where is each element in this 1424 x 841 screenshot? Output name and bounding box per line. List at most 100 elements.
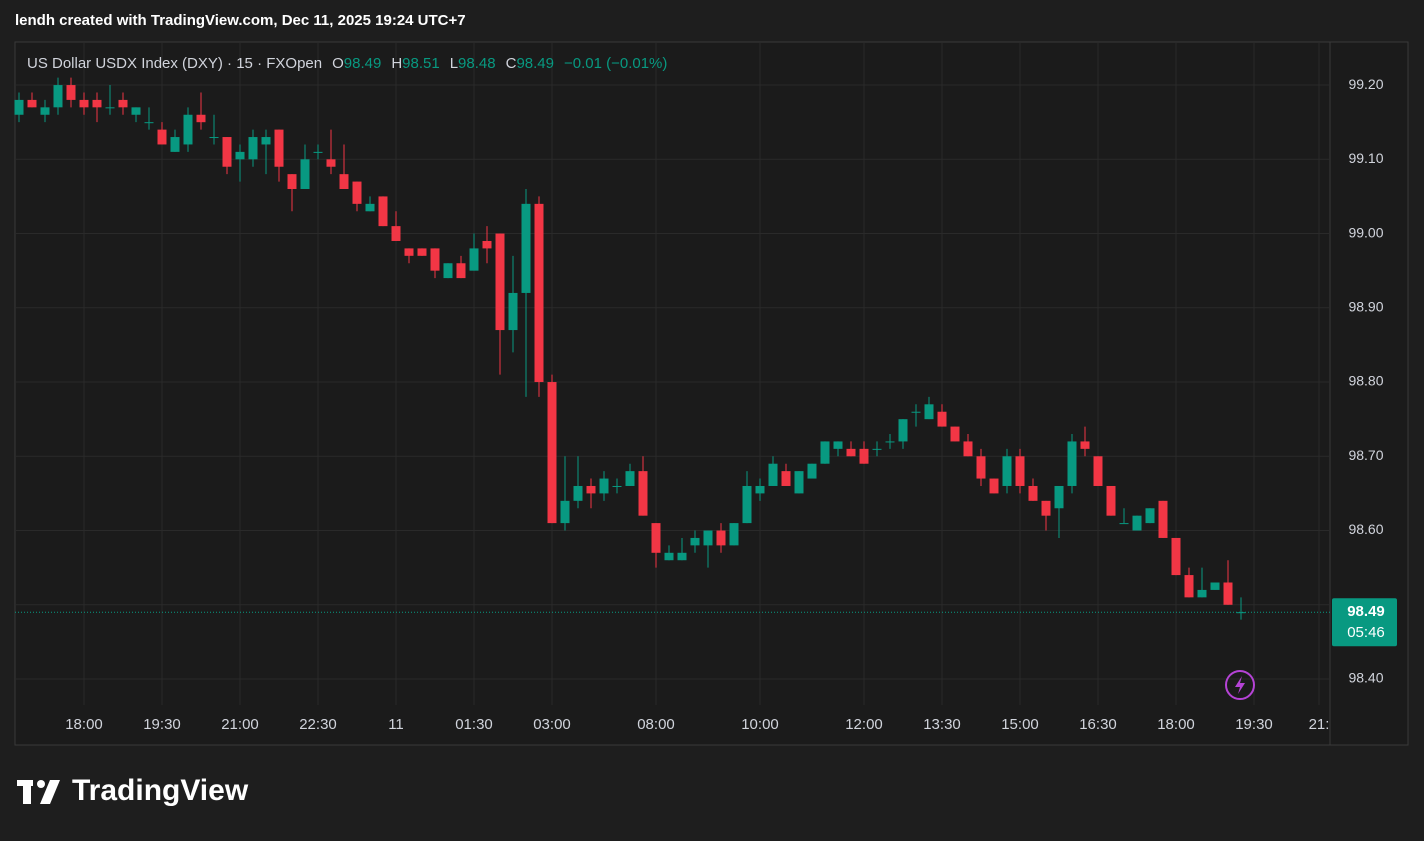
candle-body bbox=[794, 471, 804, 494]
ohlc-key: H bbox=[391, 55, 402, 72]
candle-body bbox=[40, 107, 50, 115]
candle-body bbox=[807, 463, 817, 479]
candle-body bbox=[924, 404, 934, 420]
candle-body bbox=[1184, 575, 1194, 598]
x-tick-label: 03:00 bbox=[533, 716, 571, 733]
candle-body bbox=[664, 552, 674, 561]
candle-body bbox=[235, 151, 245, 160]
candle-body bbox=[1210, 582, 1220, 590]
candle-body bbox=[781, 471, 791, 486]
candle-body bbox=[573, 485, 583, 501]
x-tick-label: 18:00 bbox=[1157, 716, 1195, 733]
candle-body bbox=[729, 523, 739, 546]
candle-body bbox=[846, 448, 856, 457]
y-tick-label: 99.20 bbox=[1348, 76, 1383, 92]
candle-body bbox=[508, 292, 518, 331]
candle-body bbox=[287, 174, 297, 190]
candle-body bbox=[937, 411, 947, 427]
candle-body bbox=[157, 129, 167, 145]
change: −0.01 (−0.01%) bbox=[564, 55, 667, 72]
candle-body bbox=[963, 441, 973, 457]
candle-body bbox=[430, 248, 440, 271]
candle-body bbox=[144, 122, 154, 124]
candle-body bbox=[690, 537, 700, 546]
y-tick-label: 98.40 bbox=[1348, 670, 1383, 686]
x-tick-label: 01:30 bbox=[455, 716, 493, 733]
candle-body bbox=[196, 114, 206, 123]
candle-body bbox=[261, 137, 271, 145]
candle-body bbox=[79, 99, 89, 108]
candle-body bbox=[651, 523, 661, 553]
candle-body bbox=[14, 99, 24, 115]
candle-body bbox=[612, 485, 622, 487]
candle-body bbox=[378, 196, 388, 227]
candle-body bbox=[1080, 441, 1090, 449]
candle-body bbox=[898, 419, 908, 442]
candle-body bbox=[703, 530, 713, 546]
candle-body bbox=[1054, 485, 1064, 509]
candle-body bbox=[677, 552, 687, 561]
candle-body bbox=[1015, 456, 1025, 486]
symbol: US Dollar USDX Index (DXY) · 15 · FXOpen bbox=[27, 55, 322, 72]
candle-body bbox=[66, 85, 76, 100]
candle-body bbox=[716, 530, 726, 546]
candle-body bbox=[1041, 500, 1051, 516]
candle-body bbox=[417, 248, 427, 256]
candle-body bbox=[1067, 441, 1077, 486]
x-tick-label: 16:30 bbox=[1079, 716, 1117, 733]
candle-body bbox=[1002, 456, 1012, 486]
candle-body bbox=[170, 137, 180, 152]
candle-body bbox=[820, 441, 830, 464]
ohlc-value: 98.49 bbox=[344, 55, 382, 72]
candle-body bbox=[92, 99, 102, 108]
x-tick-label: 22:30 bbox=[299, 716, 337, 733]
ohlc-value: 98.48 bbox=[458, 55, 496, 72]
candle-body bbox=[911, 411, 921, 413]
attribution: lendh created with TradingView.com, Dec … bbox=[15, 12, 466, 29]
candle-body bbox=[521, 203, 531, 293]
ohlc-value: 98.49 bbox=[516, 55, 554, 72]
y-tick-label: 99.00 bbox=[1348, 224, 1383, 240]
x-tick-label: 12:00 bbox=[845, 716, 883, 733]
x-tick-label: 13:30 bbox=[923, 716, 961, 733]
replay-icon[interactable] bbox=[1225, 670, 1255, 700]
candle-body bbox=[482, 240, 492, 249]
candle-body bbox=[443, 263, 453, 279]
candle-body bbox=[560, 500, 570, 524]
y-tick-label: 98.90 bbox=[1348, 298, 1383, 314]
x-tick-label: 10:00 bbox=[741, 716, 779, 733]
candle-body bbox=[339, 174, 349, 190]
candle-body bbox=[1223, 582, 1233, 605]
candle-body bbox=[768, 463, 778, 486]
candle-body bbox=[1093, 456, 1103, 486]
logo-text: TradingView bbox=[72, 774, 249, 807]
candle-body bbox=[1236, 612, 1246, 614]
candle-body bbox=[404, 248, 414, 256]
candle-body bbox=[391, 226, 401, 241]
candle-body bbox=[274, 129, 284, 167]
y-tick-label: 99.10 bbox=[1348, 150, 1383, 166]
candle-body bbox=[742, 485, 752, 524]
x-tick-label: 15:00 bbox=[1001, 716, 1039, 733]
candle-body bbox=[248, 137, 258, 160]
candle-body bbox=[950, 426, 960, 442]
candle-body bbox=[586, 485, 596, 494]
candle-body bbox=[989, 478, 999, 494]
candle-body bbox=[1197, 589, 1207, 598]
candle-body bbox=[885, 441, 895, 443]
candle-body bbox=[131, 107, 141, 115]
candle-body bbox=[1171, 537, 1181, 576]
last-price-label: 98.49 bbox=[1347, 603, 1385, 620]
ohlc-value: 98.51 bbox=[402, 55, 440, 72]
ohlc-key: C bbox=[506, 55, 517, 72]
candle-body bbox=[495, 233, 505, 331]
x-tick-label: 19:30 bbox=[143, 716, 181, 733]
x-tick-label: 21:00 bbox=[221, 716, 259, 733]
candle-body bbox=[105, 107, 115, 109]
candle-body bbox=[547, 382, 557, 524]
candle-body bbox=[976, 456, 986, 479]
ohlc-key: O bbox=[332, 55, 344, 72]
candle-body bbox=[469, 248, 479, 271]
logo-icon bbox=[17, 780, 60, 804]
